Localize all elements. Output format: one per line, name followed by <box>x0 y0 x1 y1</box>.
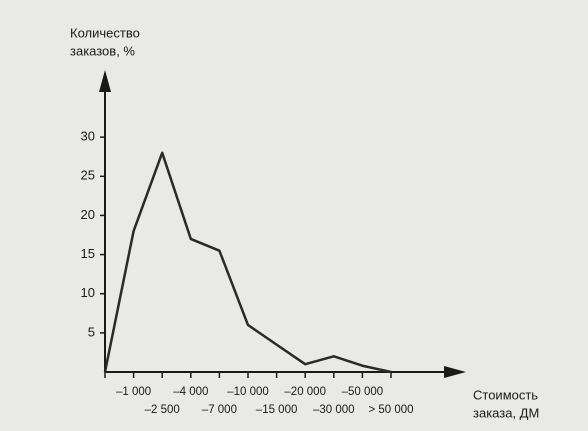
x-tick-label: –15 000 <box>256 404 298 416</box>
y-tick-label: 20 <box>81 207 95 222</box>
x-tick-label: –1 000 <box>116 386 151 398</box>
x-tick-label: –4 000 <box>173 386 208 398</box>
x-tick-label: –10 000 <box>227 386 269 398</box>
y-axis-arrow <box>99 70 111 92</box>
x-tick-label: –20 000 <box>284 386 326 398</box>
x-axis-title: Стоимость <box>473 387 538 402</box>
x-tick-label: –30 000 <box>313 404 355 416</box>
x-tick-label: > 50 000 <box>368 404 413 416</box>
y-tick-label: 30 <box>81 129 95 144</box>
x-axis-title: заказа, ДМ <box>473 405 539 420</box>
y-tick-label: 10 <box>81 285 95 300</box>
y-tick-label: 25 <box>81 168 95 183</box>
data-line <box>103 151 392 374</box>
x-tick-label: –7 000 <box>202 404 237 416</box>
x-tick-label: –50 000 <box>342 386 384 398</box>
y-axis-title: Количество <box>70 25 140 40</box>
y-tick-label: 5 <box>88 324 95 339</box>
x-tick-label: –2 500 <box>145 404 180 416</box>
y-axis-title: заказов, % <box>70 43 135 58</box>
y-tick-label: 15 <box>81 246 95 261</box>
x-axis-arrow <box>444 366 466 378</box>
